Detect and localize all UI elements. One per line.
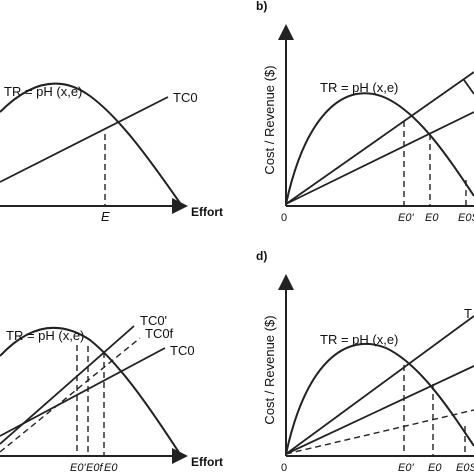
panel-c-tc0-label: TC0 bbox=[170, 343, 195, 358]
panel-d-tc-middle-line bbox=[285, 365, 474, 455]
panel-d-tc-dashed-line bbox=[285, 409, 474, 455]
panel-c: TR = pH (x,e) TC0' TC0f TC0 E0' E0f E0 E… bbox=[0, 313, 223, 474]
panel-a-tick-e: E bbox=[101, 209, 110, 224]
panel-a-tc0-line bbox=[0, 96, 169, 183]
panel-b-tc-lower-line bbox=[285, 111, 474, 205]
panel-b-tc-upper-line bbox=[285, 71, 474, 205]
panel-b-ylabel: Cost / Revenue ($) bbox=[262, 65, 277, 174]
panel-c-tc0-line bbox=[0, 347, 166, 437]
panel-c-tr-curve bbox=[0, 326, 181, 455]
panel-d-tick-e0: E0 bbox=[428, 462, 442, 474]
panel-a-tr-label: TR = pH (x,e) bbox=[4, 84, 82, 99]
panel-c-tick-e0f: E0f bbox=[86, 462, 103, 474]
panel-d-tr-curve bbox=[285, 343, 474, 455]
panel-d-t-label: T bbox=[464, 306, 472, 321]
panel-a-tc0-label: TC0 bbox=[173, 90, 198, 105]
panel-d-ylabel: Cost / Revenue ($) bbox=[262, 315, 277, 424]
panel-a: TR = pH (x,e) TC0 E Effort bbox=[0, 82, 223, 224]
panel-d-origin: 0 bbox=[281, 462, 287, 474]
panel-c-xlabel: Effort bbox=[191, 455, 223, 469]
panel-a-tr-curve bbox=[0, 82, 181, 204]
panel-b-tr-label: TR = pH (x,e) bbox=[320, 80, 398, 95]
panel-a-xlabel: Effort bbox=[191, 205, 223, 219]
panel-c-tc0f-label: TC0f bbox=[145, 326, 174, 341]
panel-b: b) Cost / Revenue ($) TR = pH (x,e) 0 E0… bbox=[256, 0, 474, 224]
panel-b-tick-e0: E0 bbox=[425, 212, 439, 224]
panel-b-label: b) bbox=[256, 0, 267, 13]
panel-b-shift-arrow bbox=[463, 79, 474, 95]
panel-c-tc0f-line bbox=[0, 337, 141, 453]
panel-b-tick-e0s: E0S bbox=[458, 212, 474, 224]
panel-b-tick-e0prime: E0' bbox=[398, 212, 414, 224]
panel-d: d) Cost / Revenue ($) TR = pH (x,e) T 0 … bbox=[256, 249, 474, 474]
panel-c-tr-label: TR = pH (x,e) bbox=[6, 328, 84, 343]
panel-d-label: d) bbox=[256, 249, 267, 263]
panel-d-tick-e0prime: E0' bbox=[398, 462, 414, 474]
panel-d-tc-upper-line bbox=[285, 315, 474, 455]
panel-c-tc0prime-label: TC0' bbox=[140, 313, 167, 328]
panel-b-tr-curve bbox=[285, 92, 474, 205]
panel-b-origin: 0 bbox=[281, 212, 287, 224]
panel-c-tick-e0prime: E0' bbox=[70, 462, 86, 474]
panel-d-tick-e0s: E0S bbox=[456, 462, 474, 474]
panel-c-tick-e0: E0 bbox=[104, 462, 118, 474]
panel-d-tr-label: TR = pH (x,e) bbox=[320, 332, 398, 347]
